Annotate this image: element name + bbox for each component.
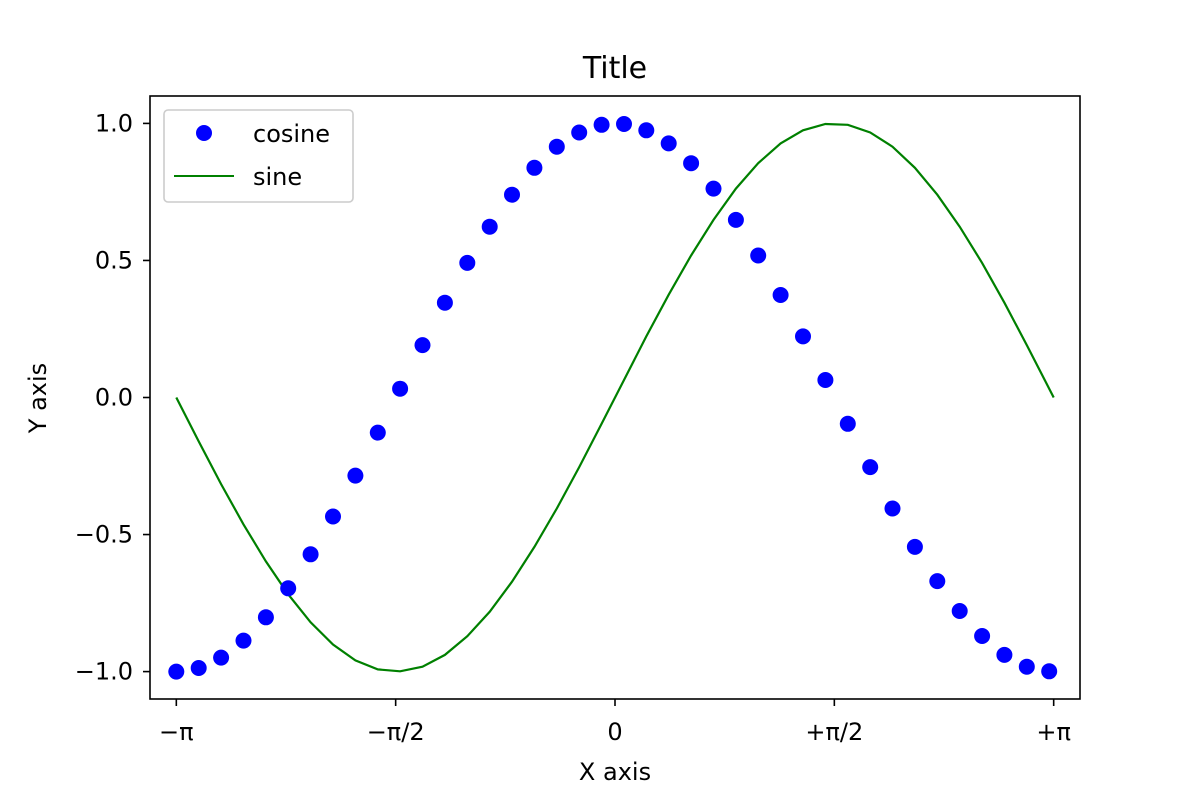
data-point-cosine xyxy=(1041,663,1058,680)
data-point-cosine xyxy=(795,328,811,345)
data-point-cosine xyxy=(660,135,677,152)
data-point-cosine xyxy=(750,247,767,264)
legend-label-sine: sine xyxy=(253,163,302,191)
chart-title: Title xyxy=(582,51,647,86)
data-point-cosine xyxy=(817,372,834,388)
data-point-cosine xyxy=(459,254,476,271)
data-point-cosine xyxy=(213,649,230,666)
x-tick-label: −π xyxy=(159,718,194,746)
y-axis: −1.0 −0.5 0.0 0.5 1.0 xyxy=(75,109,150,686)
x-axis: −π −π/2 0 +π/2 +π xyxy=(159,699,1071,746)
data-point-cosine xyxy=(884,500,901,517)
data-point-cosine xyxy=(436,294,453,311)
data-point-cosine xyxy=(906,538,923,555)
data-point-cosine xyxy=(1018,658,1035,675)
data-point-cosine xyxy=(727,211,744,228)
data-point-cosine xyxy=(951,603,968,619)
y-tick-label: −0.5 xyxy=(75,521,133,549)
data-point-cosine xyxy=(929,573,946,590)
data-point-cosine xyxy=(280,580,297,597)
y-axis-label: Y axis xyxy=(24,363,52,434)
data-point-cosine xyxy=(168,663,185,680)
data-point-cosine xyxy=(593,116,610,133)
legend-label-cosine: cosine xyxy=(253,120,330,148)
data-point-cosine xyxy=(235,632,252,649)
data-point-cosine xyxy=(996,646,1013,663)
legend: cosine sine xyxy=(163,109,354,203)
data-point-cosine xyxy=(392,380,409,397)
y-tick-label: −1.0 xyxy=(75,658,133,686)
x-axis-label: X axis xyxy=(579,758,651,786)
data-point-cosine xyxy=(772,287,789,303)
data-point-cosine xyxy=(325,508,341,525)
data-point-cosine xyxy=(504,186,520,203)
series-line-sine xyxy=(175,122,1055,673)
data-point-cosine xyxy=(548,138,565,155)
data-point-cosine xyxy=(302,546,319,563)
plot-area xyxy=(168,116,1058,680)
data-point-cosine xyxy=(526,159,543,176)
data-point-cosine xyxy=(638,122,655,139)
data-point-cosine xyxy=(369,424,386,441)
y-tick-label: 1.0 xyxy=(95,109,133,137)
data-point-cosine xyxy=(190,660,207,676)
data-point-cosine xyxy=(571,124,588,141)
data-point-cosine xyxy=(839,415,856,432)
data-point-cosine xyxy=(481,218,498,235)
y-tick-label: 0.0 xyxy=(95,384,133,412)
data-point-cosine xyxy=(257,609,274,626)
data-point-cosine xyxy=(616,116,632,132)
data-point-cosine xyxy=(683,155,700,172)
data-point-cosine xyxy=(705,180,722,197)
x-tick-label: +π xyxy=(1036,718,1071,746)
x-tick-label: +π/2 xyxy=(805,718,863,746)
data-point-cosine xyxy=(347,467,364,484)
x-tick-label: −π/2 xyxy=(367,718,425,746)
data-point-cosine xyxy=(862,459,879,476)
data-point-cosine xyxy=(414,337,431,354)
y-tick-label: 0.5 xyxy=(95,246,133,274)
data-point-cosine xyxy=(974,628,991,644)
x-tick-label: 0 xyxy=(607,718,622,746)
legend-marker-cosine xyxy=(196,125,212,141)
